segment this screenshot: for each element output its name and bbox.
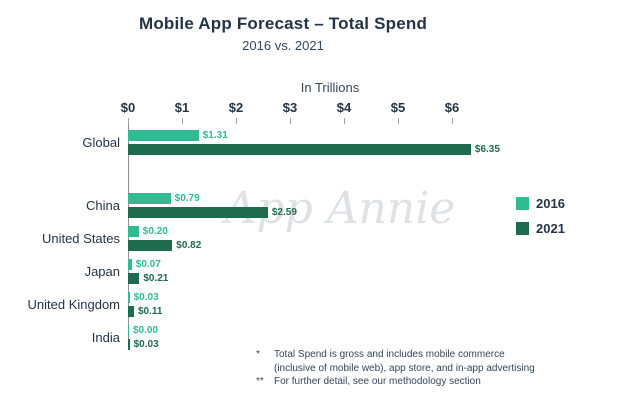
bar-value-label: $0.11	[137, 306, 163, 317]
legend-swatch	[516, 197, 529, 210]
x-tick-mark	[398, 118, 399, 124]
category-label: India	[91, 330, 120, 345]
bar-row: $0.03	[128, 292, 162, 303]
x-tick-mark	[344, 118, 345, 124]
bar-pair: $0.07 $0.21	[128, 259, 168, 284]
bar-value-label: $0.82	[176, 240, 202, 251]
x-tick-mark	[236, 118, 237, 124]
x-tick-label: $2	[228, 100, 244, 115]
bar-2021	[128, 339, 130, 350]
bar-group: United States $0.20 $0.82	[8, 226, 628, 251]
bar-2021	[128, 273, 140, 284]
plot-area: Global $1.31 $6.35 China $0.79 $2.59 United St…	[8, 130, 628, 358]
bar-pair: $0.00 $0.03	[128, 325, 159, 350]
legend-label: 2021	[536, 221, 565, 236]
footnote-text: For further detail, see our methodology …	[274, 376, 481, 387]
bar-value-label: $0.21	[143, 273, 169, 284]
bar-group: Japan $0.07 $0.21	[8, 259, 628, 284]
category-label: United States	[41, 231, 120, 246]
bar-value-label: $0.00	[133, 325, 159, 336]
bar-value-label: $0.03	[133, 339, 159, 350]
bar-2021	[128, 144, 471, 155]
chart-title: Mobile App Forecast – Total Spend	[138, 14, 428, 33]
bar-row: $0.79	[128, 193, 297, 204]
bar-2021	[128, 306, 134, 317]
bar-2021	[128, 207, 268, 218]
bar-2016	[128, 226, 139, 237]
bar-2016	[128, 292, 130, 303]
legend-item: 2016	[516, 196, 565, 211]
legend: 2016 2021	[516, 196, 565, 246]
bar-row: $1.31	[128, 130, 500, 141]
legend-item: 2021	[516, 221, 565, 236]
x-axis: $0 $1 $2 $3 $4 $5 $6	[0, 100, 630, 126]
legend-swatch	[516, 222, 529, 235]
bar-group: China $0.79 $2.59	[8, 193, 628, 218]
bar-row: $2.59	[128, 207, 297, 218]
chart-subtitle: 2016 vs. 2021	[242, 38, 324, 53]
bar-pair: $0.03 $0.11	[128, 292, 162, 317]
bar-value-label: $0.03	[133, 292, 159, 303]
bar-row: $0.00	[128, 325, 159, 336]
x-tick-mark	[182, 118, 183, 124]
bar-row: $6.35	[128, 144, 500, 155]
bar-group: Global $1.31 $6.35	[8, 130, 628, 155]
footnote-marker: **	[256, 376, 264, 387]
bar-pair: $0.20 $0.82	[128, 226, 201, 251]
bar-row: $0.11	[128, 306, 162, 317]
bar-group: United Kingdom $0.03 $0.11	[8, 292, 628, 317]
x-tick-label: $4	[336, 100, 352, 115]
bar-2021	[128, 240, 173, 251]
legend-label: 2016	[536, 196, 565, 211]
bar-2016	[128, 325, 129, 336]
bar-row: $0.03	[128, 339, 159, 350]
bar-2016	[128, 130, 199, 141]
bar-pair: $1.31 $6.35	[128, 130, 500, 155]
x-tick-label: $1	[174, 100, 190, 115]
footnotes: * Total Spend is gross and includes mobil…	[256, 348, 616, 389]
bar-row: $0.21	[128, 273, 168, 284]
x-tick-mark	[452, 118, 453, 124]
bar-value-label: $0.07	[135, 259, 161, 270]
category-label: China	[86, 198, 120, 213]
bar-row: $0.07	[128, 259, 168, 270]
category-label: United Kingdom	[27, 297, 121, 312]
bar-value-label: $0.79	[174, 193, 200, 204]
bar-value-label: $6.35	[474, 144, 500, 155]
bar-2016	[128, 193, 171, 204]
x-tick-mark	[290, 118, 291, 124]
x-tick-label: $0	[120, 100, 136, 115]
footnote-text: Total Spend is gross and includes mobile…	[274, 349, 535, 374]
bar-group: India $0.00 $0.03	[8, 325, 628, 350]
bar-value-label: $0.20	[142, 226, 168, 237]
bar-2016	[128, 259, 132, 270]
category-label: Global	[82, 135, 120, 150]
bar-value-label: $1.31	[202, 130, 228, 141]
bar-pair: $0.79 $2.59	[128, 193, 297, 218]
footnote-marker: *	[256, 349, 260, 360]
footnote: ** For further detail, see our methodolog…	[256, 375, 616, 389]
bar-row: $0.20	[128, 226, 201, 237]
category-label: Japan	[84, 264, 120, 279]
x-tick-label: $3	[282, 100, 298, 115]
axis-title: In Trillions	[300, 80, 360, 95]
footnote: * Total Spend is gross and includes mobil…	[256, 348, 616, 375]
bar-row: $0.82	[128, 240, 201, 251]
x-tick-mark	[128, 118, 129, 124]
x-tick-label: $6	[444, 100, 460, 115]
x-tick-label: $5	[390, 100, 406, 115]
bar-value-label: $2.59	[271, 207, 297, 218]
